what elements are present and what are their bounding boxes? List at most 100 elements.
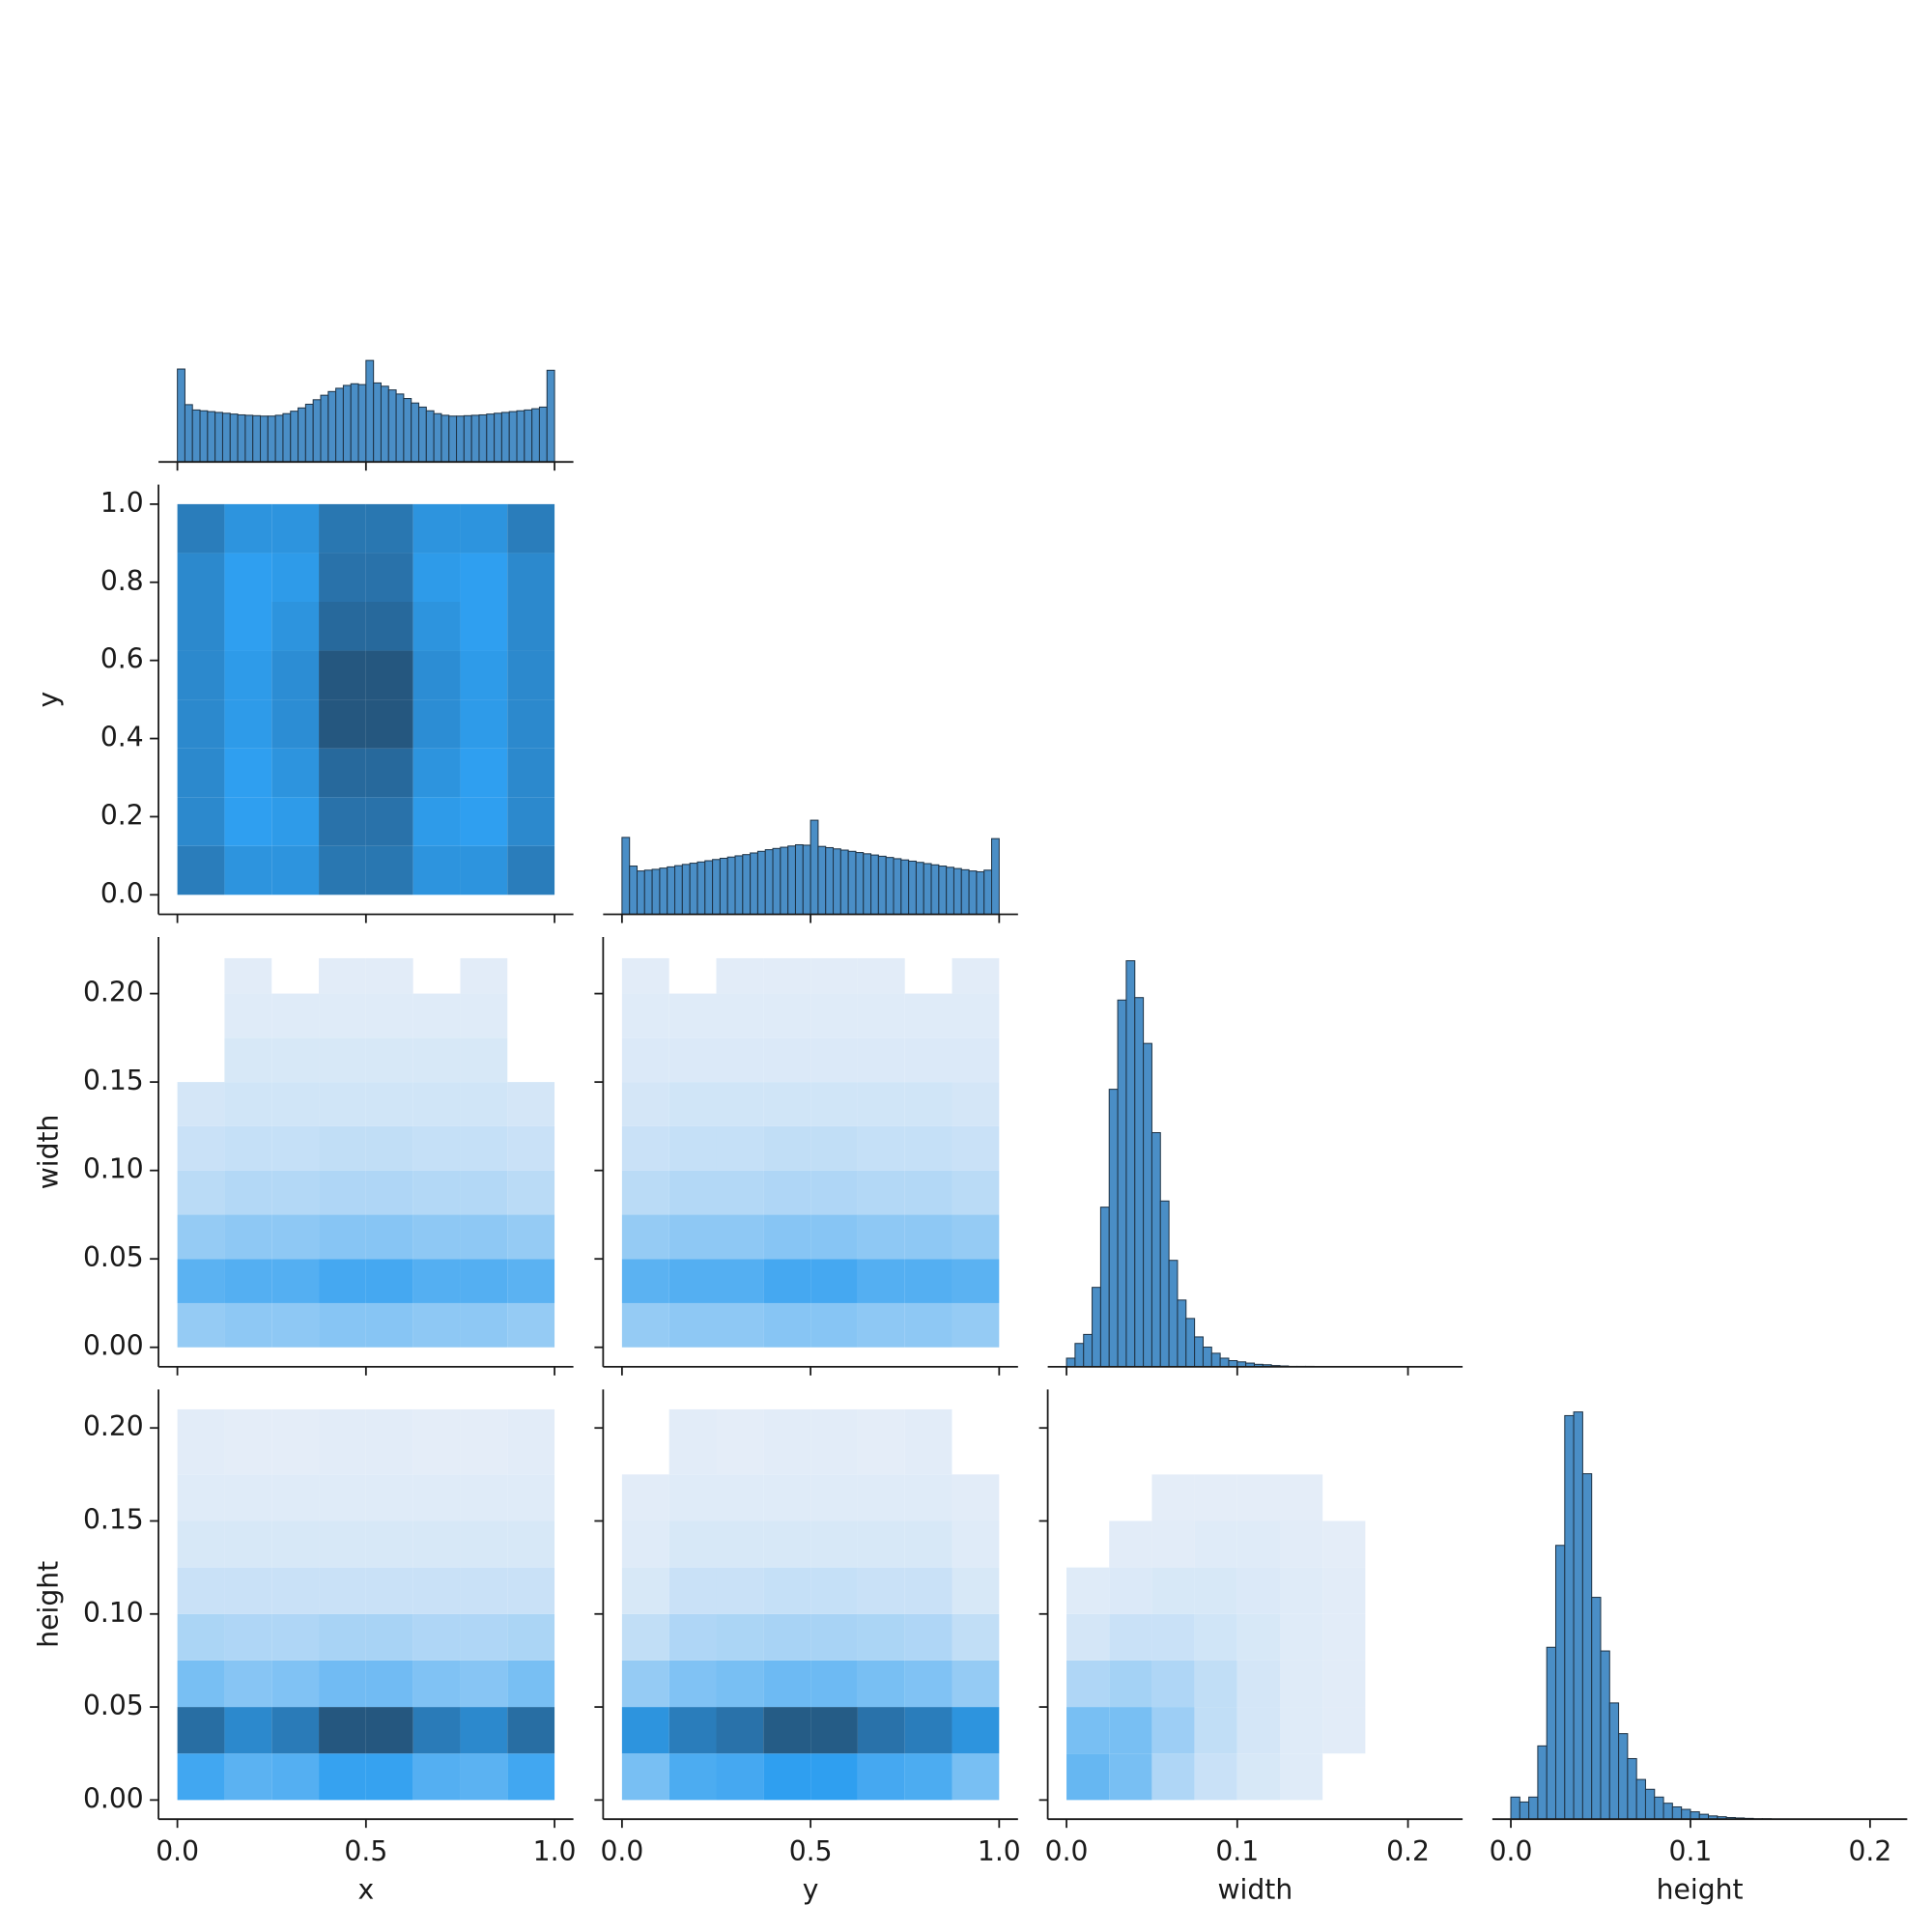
density-cell: [460, 1259, 508, 1303]
density-cell: [857, 1474, 905, 1521]
hist-bar: [960, 868, 970, 916]
density-cell: [271, 1567, 320, 1614]
x-tick-label: 0.0: [156, 1835, 199, 1867]
hist-bar: [794, 843, 804, 916]
hist-bar: [494, 412, 502, 463]
hist-bar: [290, 411, 299, 463]
hist-bar: [403, 398, 412, 463]
density-cell: [271, 1707, 320, 1754]
density-cell: [952, 1753, 1000, 1801]
density-cell: [319, 1037, 366, 1083]
density-cell: [668, 1613, 717, 1661]
density-cell: [1151, 1707, 1195, 1754]
density-cell: [177, 1753, 225, 1801]
hist-bar: [1074, 1343, 1085, 1368]
density-cell: [1066, 1567, 1110, 1614]
density-cell: [507, 748, 555, 798]
hist-bar: [207, 411, 216, 463]
density-cell: [904, 1660, 952, 1708]
density-cell: [319, 650, 366, 700]
hist-bar: [1671, 1805, 1683, 1820]
density-cell: [271, 553, 320, 602]
density-cell: [271, 1753, 320, 1801]
hist-bar: [742, 854, 752, 916]
density-cell: [319, 601, 366, 651]
density-cell: [952, 1082, 1000, 1126]
hist-bar: [968, 870, 978, 916]
hist-bar: [1627, 1757, 1637, 1820]
density-cell: [507, 1613, 555, 1661]
density-cell: [271, 748, 320, 798]
density-cell: [271, 503, 320, 554]
hist-bar: [274, 414, 284, 463]
density-cell: [1151, 1567, 1195, 1614]
hist-bar: [244, 414, 254, 463]
hist-bar: [756, 850, 766, 916]
density-cell: [365, 503, 413, 554]
density-cell: [319, 1214, 366, 1260]
density-cell: [319, 1613, 366, 1661]
density-cell: [271, 1037, 320, 1083]
density-cell: [224, 1214, 272, 1260]
density-cell: [460, 1408, 508, 1475]
density-cell: [810, 1660, 858, 1708]
hist-bar: [1537, 1745, 1548, 1820]
density-cell: [1194, 1660, 1237, 1708]
density-cell: [668, 1707, 717, 1754]
density-cell: [365, 993, 413, 1038]
hist-bar: [1108, 1089, 1119, 1368]
density-cell: [365, 601, 413, 651]
hist-bar: [629, 866, 639, 916]
hist-bar: [1177, 1299, 1187, 1368]
hist-bar: [516, 410, 526, 463]
density-cell: [1279, 1474, 1323, 1521]
density-cell: [224, 650, 272, 700]
density-cell: [668, 1474, 717, 1521]
hist-bar: [395, 393, 405, 463]
density-cell: [621, 1170, 669, 1215]
hist-bar: [478, 413, 488, 463]
density-cell: [224, 957, 272, 994]
x-tick-label: 1.0: [533, 1835, 577, 1867]
density-cell: [319, 503, 366, 554]
density-cell: [460, 957, 508, 994]
y-tick-label: 0.10: [83, 1153, 144, 1185]
density-cell: [1322, 1567, 1366, 1614]
hist-bar: [538, 406, 548, 463]
density-cell: [763, 1214, 811, 1260]
density-cell: [716, 1302, 764, 1348]
density-cell: [412, 1660, 461, 1708]
density-cell: [1151, 1753, 1195, 1801]
density-cell: [1322, 1520, 1366, 1568]
density-cell: [177, 1302, 225, 1348]
density-cell: [857, 1520, 905, 1568]
density-cell: [857, 1753, 905, 1801]
density-cell: [763, 1520, 811, 1568]
hist-bar: [621, 837, 631, 916]
hist-bar: [282, 412, 292, 463]
hist-bar: [1681, 1808, 1691, 1820]
density-cell: [904, 1567, 952, 1614]
density-cell: [365, 1613, 413, 1661]
hist-bar: [327, 390, 337, 463]
density-cell: [810, 1520, 858, 1568]
hist-bar: [1099, 1207, 1110, 1368]
density-cell: [1109, 1567, 1152, 1614]
density-cell: [952, 1259, 1000, 1303]
hist-bar: [908, 860, 917, 916]
density-cell: [224, 1567, 272, 1614]
density-cell: [904, 1753, 952, 1801]
hist-bar: [1185, 1318, 1196, 1368]
density-cell: [952, 993, 1000, 1038]
hist-bar: [900, 859, 910, 916]
density-cell: [857, 1408, 905, 1475]
hist-bar: [877, 855, 887, 916]
density-cell: [507, 1474, 555, 1521]
density-cell: [319, 1125, 366, 1171]
hist-bar: [1600, 1650, 1610, 1820]
density-cell: [271, 797, 320, 846]
density-cell: [271, 1125, 320, 1171]
density-cell: [952, 1567, 1000, 1614]
hist-bar: [712, 859, 721, 916]
